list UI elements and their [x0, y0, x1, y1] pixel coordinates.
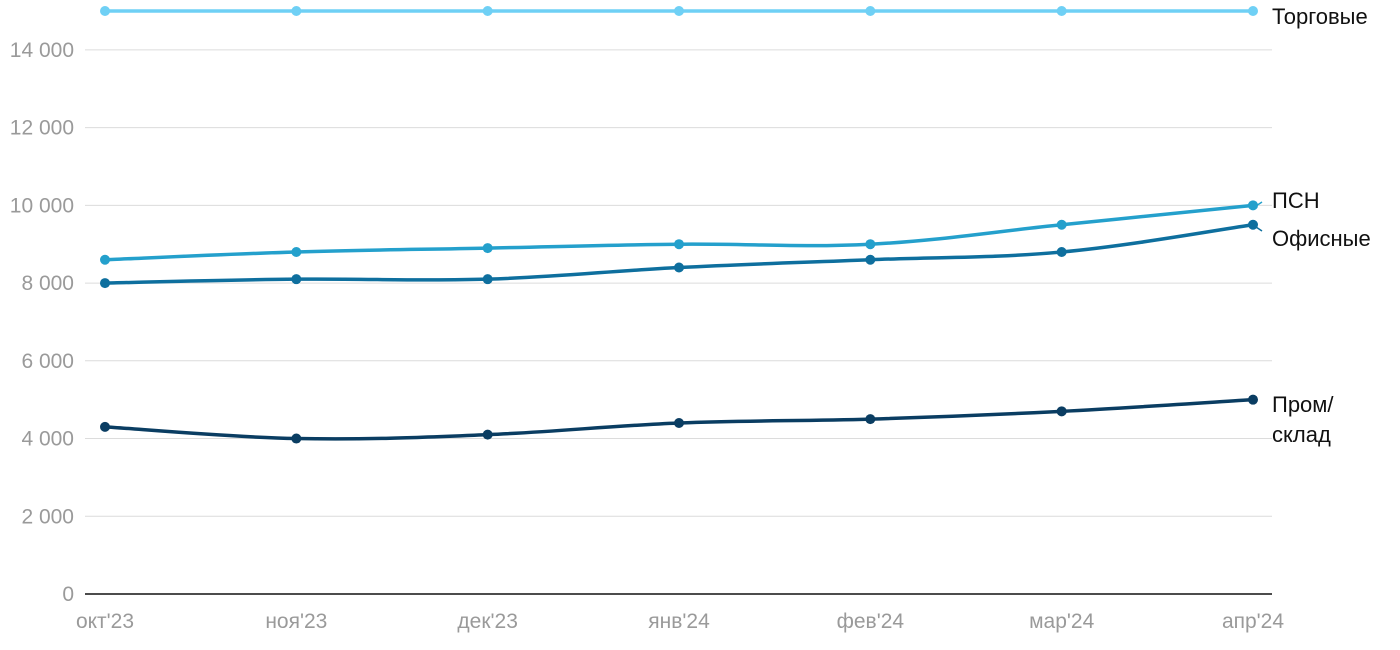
data-point-industrial — [100, 421, 110, 432]
data-point-psn — [674, 239, 684, 250]
data-point-trade — [482, 6, 493, 16]
x-tick-label: дек'23 — [457, 610, 518, 633]
series-office — [100, 219, 1258, 289]
y-tick-label: 2 000 — [21, 505, 74, 528]
series-layer — [100, 6, 1258, 444]
data-point-trade — [674, 6, 684, 16]
data-point-trade — [291, 6, 302, 16]
x-tick-label: апр'24 — [1222, 610, 1284, 633]
series-label-line: Офисные — [1272, 226, 1371, 251]
series-labels: Торговые ПСН Офисные Пром/склад — [1255, 4, 1371, 447]
data-point-trade — [1056, 6, 1067, 16]
y-tick-label: 10 000 — [10, 194, 74, 217]
series-label-line: Торговые — [1272, 4, 1368, 29]
label-leader-office — [1255, 226, 1263, 232]
series-label-office: Офисные — [1272, 226, 1371, 251]
y-tick-label: 14 000 — [10, 39, 74, 62]
x-axis-ticks: окт'23 ноя'23 дек'23 янв'24 фев'24 мар'24 апр'… — [76, 610, 1284, 633]
data-point-office — [100, 278, 110, 289]
series-label-psn: ПСН — [1272, 188, 1320, 213]
data-point-office — [1248, 219, 1258, 230]
x-tick-label: окт'23 — [76, 610, 134, 633]
series-label-line: Пром/ — [1272, 392, 1334, 417]
data-point-psn — [482, 243, 493, 254]
data-point-trade — [100, 6, 110, 16]
y-tick-label: 12 000 — [10, 117, 74, 140]
label-leader-psn — [1255, 201, 1263, 207]
data-point-industrial — [865, 414, 876, 425]
series-label-line: ПСН — [1272, 188, 1320, 213]
data-point-psn — [1248, 200, 1258, 211]
data-point-psn — [291, 246, 302, 257]
x-tick-label: ноя'23 — [265, 610, 327, 633]
data-point-office — [291, 274, 302, 285]
y-tick-label: 6 000 — [21, 350, 74, 373]
x-tick-label: янв'24 — [648, 610, 710, 633]
data-point-office — [674, 262, 684, 273]
data-point-psn — [100, 254, 110, 265]
data-point-industrial — [291, 433, 302, 444]
x-tick-label: мар'24 — [1029, 610, 1094, 633]
data-point-trade — [865, 6, 876, 16]
data-point-industrial — [674, 417, 684, 428]
data-point-office — [1056, 246, 1067, 257]
x-tick-label: фев'24 — [837, 610, 905, 633]
data-point-industrial — [1248, 394, 1258, 405]
data-point-office — [865, 254, 876, 265]
data-point-office — [482, 274, 493, 285]
y-tick-label: 4 000 — [21, 428, 74, 451]
data-point-psn — [1056, 219, 1067, 230]
y-tick-label: 8 000 — [21, 272, 74, 295]
series-trade — [100, 6, 1258, 16]
y-axis-ticks: 0 2 000 4 000 6 000 8 000 10 000 12 000 14 000 — [10, 39, 74, 606]
grid-layer — [85, 49, 1272, 517]
y-tick-label: 0 — [62, 583, 74, 606]
series-label-industrial: Пром/склад — [1272, 392, 1334, 447]
data-point-industrial — [482, 429, 493, 440]
series-psn — [100, 200, 1258, 265]
series-label-line: склад — [1272, 422, 1331, 447]
data-point-trade — [1248, 6, 1258, 16]
data-point-psn — [865, 239, 876, 250]
series-industrial — [100, 394, 1258, 444]
data-point-industrial — [1056, 406, 1067, 417]
series-label-trade: Торговые — [1272, 4, 1368, 29]
